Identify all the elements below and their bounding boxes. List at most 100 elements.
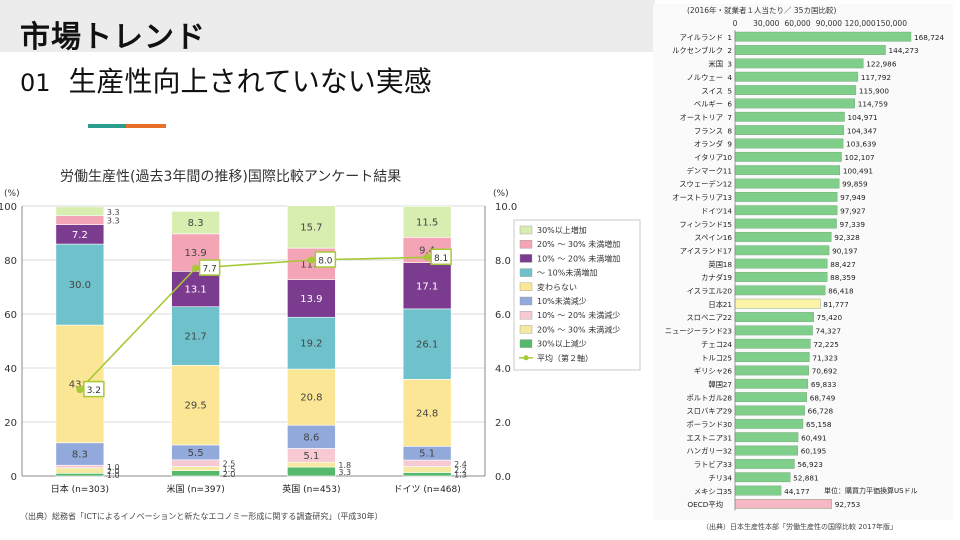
- average-point: [192, 264, 200, 272]
- ranking-bar: [734, 258, 828, 269]
- legend-label: 10%未満減少: [537, 296, 587, 306]
- data-label: 19.2: [300, 339, 322, 350]
- bar-segment: [402, 205, 452, 238]
- ranking-bar: [734, 178, 840, 189]
- country-label: トルコ: [701, 353, 723, 362]
- data-label: 13.9: [300, 294, 322, 305]
- rank-label: 31: [723, 433, 732, 442]
- value-label: 92,753: [835, 500, 861, 509]
- country-label: ニュージーランド: [665, 327, 723, 336]
- data-label: 5.1: [303, 451, 319, 462]
- oecd-productivity-ranking-chart: (2016年・就業者１人当たり／ 35カ国比較) 0 30,000 60,000 90,…: [653, 4, 953, 520]
- rank-label: 30: [723, 420, 733, 429]
- unit-note: 単位：購買力平価換算USドル: [824, 486, 918, 495]
- data-label: 1.5: [223, 465, 236, 474]
- country-label: イタリア: [694, 153, 723, 162]
- rank-label: 29: [723, 407, 733, 416]
- rank-label: 15: [723, 220, 732, 229]
- rank-label: 19: [723, 273, 733, 282]
- data-label: 8.3: [72, 449, 88, 460]
- country-label: ハンガリー: [687, 447, 723, 456]
- country-label: 韓国: [708, 380, 723, 389]
- rank-label: 28: [723, 393, 733, 402]
- country-label: カナダ: [701, 273, 723, 282]
- country-label: 米国: [708, 60, 723, 69]
- ranking-bar: [734, 392, 807, 403]
- productivity-survey-chart: 0 20 40 60 80 100 0.0 2.0 4.0 6.0 8.0 10.0 (%) (%) 1.0…: [0, 189, 641, 495]
- legend-label: 10% ～ 20% 未満減少: [537, 310, 620, 320]
- value-label: 88,359: [830, 273, 856, 282]
- data-label: 5.5: [188, 448, 204, 459]
- left-chart-title: 労働生産性(過去3年間の推移)国際比較アンケート結果: [60, 169, 402, 185]
- value-label: 114,759: [858, 100, 889, 109]
- right-chart-source: （出典）日本生産性本部「労働生産性の国際比較 2017年版」: [702, 523, 898, 531]
- ranking-bar: [734, 205, 838, 216]
- average-line: [79, 256, 428, 391]
- data-label: 43.6: [69, 379, 91, 390]
- x-tick-label: ドイツ (n=468): [393, 485, 460, 495]
- rank-label: 16: [723, 233, 733, 242]
- average-label: 8.1: [434, 254, 448, 264]
- data-label: 3.3: [107, 217, 120, 226]
- value-label: 100,491: [843, 166, 873, 175]
- country-label: スロバキア: [687, 407, 723, 416]
- page-title: 市場トレンド: [20, 20, 206, 55]
- rank-label: 24: [723, 340, 733, 349]
- ranking-bar: [734, 365, 809, 376]
- ranking-bar: [734, 45, 886, 55]
- x-tick-label: 90,000: [816, 19, 842, 28]
- country-label: 日本: [708, 300, 723, 309]
- bar-segment: [402, 262, 452, 310]
- y-tick-label: 100: [0, 202, 17, 213]
- bar-segment: [171, 466, 220, 471]
- ranking-bar: [734, 338, 811, 349]
- legend-swatch: [519, 310, 533, 320]
- rank-label: 9: [727, 140, 732, 149]
- average-label: 7.7: [202, 265, 216, 275]
- data-label: 9.4: [419, 246, 435, 257]
- x-tick-label: 60,000: [784, 19, 810, 28]
- y-tick-label: 60: [4, 310, 17, 321]
- data-label: 26.1: [416, 340, 438, 351]
- legend-swatch: [519, 225, 533, 235]
- rank-label: 34: [723, 473, 733, 482]
- value-label: 71,323: [812, 353, 838, 362]
- value-label: 69,833: [811, 380, 837, 389]
- data-label: 1.0: [107, 463, 120, 472]
- rank-label: 13: [723, 193, 733, 202]
- value-label: 97,339: [840, 220, 866, 229]
- bar-segment: [171, 459, 220, 467]
- data-label: 13.1: [184, 285, 206, 296]
- x-tick-label: 120,000: [845, 19, 876, 28]
- country-label: ギリシャ: [694, 367, 723, 376]
- country-label: ポーランド: [687, 420, 723, 429]
- rank-label: 23: [723, 327, 733, 336]
- country-label: デンマーク: [687, 166, 723, 175]
- ranking-bar: [734, 432, 799, 443]
- country-label: ラトビア: [694, 460, 723, 469]
- value-label: 99,859: [842, 180, 868, 189]
- rank-label: 10: [723, 153, 733, 162]
- rank-label: 4: [727, 73, 732, 82]
- rank-label: 22: [723, 313, 732, 322]
- value-label: 60,491: [801, 433, 827, 442]
- y2-tick-label: 4.0: [495, 364, 511, 375]
- data-label: 2.0: [223, 470, 236, 479]
- ranking-bar: [734, 312, 814, 322]
- ranking-bar: [734, 272, 828, 282]
- country-label: オランダ: [694, 140, 723, 149]
- data-label: 29.5: [184, 401, 206, 412]
- bar-segment: [171, 470, 220, 477]
- data-label: 1.0: [107, 471, 120, 480]
- ranking-bar: [734, 165, 841, 176]
- data-label: 21.7: [184, 332, 206, 343]
- bar-segment: [402, 379, 452, 447]
- y2-tick-label: 10.0: [495, 202, 517, 213]
- value-label: 44,177: [784, 487, 810, 496]
- country-label: オーストリア: [680, 113, 723, 122]
- ranking-bar: [734, 151, 842, 162]
- country-label: イスラエル: [687, 287, 723, 296]
- rank-label: 11: [723, 166, 732, 175]
- value-label: 115,900: [859, 86, 890, 95]
- data-label: 15.7: [300, 222, 322, 233]
